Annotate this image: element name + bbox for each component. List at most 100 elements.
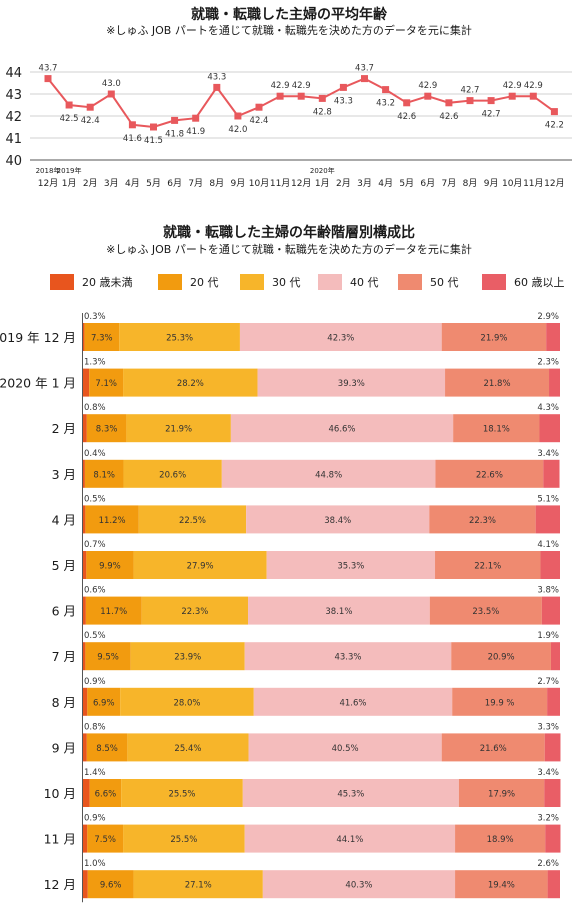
bar-value-label: 0.7% [84,540,106,550]
bar-segment [540,551,560,579]
bar-value-label: 0.6% [84,586,106,596]
data-label: 42.9 [503,81,522,91]
data-point [65,101,73,109]
bar-segment [86,733,128,762]
bar-segment [230,414,454,443]
bar-segment [83,596,86,625]
y-tick-label: 40 [5,154,22,169]
x-tick-label: 10月 [249,178,269,189]
legend-swatch [482,274,506,290]
x-tick-label: 3月 [357,178,372,189]
bar-value-label: 0.8% [84,403,106,413]
bar-segment [120,687,254,716]
bar-value-label: 1.9% [537,631,559,641]
bar-value-label: 2.7% [537,677,559,687]
data-label: 42.5 [60,114,79,124]
bar-value-label: 20.9% [488,653,515,663]
category-label: 8 月 [52,695,76,710]
bar-value-label: 38.1% [325,607,352,617]
bar-value-label: 28.2% [177,379,204,389]
bar-segment [83,368,90,397]
bar-segment [435,459,544,488]
bar-segment [121,779,243,807]
data-point [128,121,136,129]
bar-segment [83,870,88,899]
legend-swatch [398,274,422,290]
bar-segment [86,551,134,579]
data-point [529,92,537,100]
bar-value-label: 35.3% [337,562,364,572]
bar-segment [141,596,249,625]
bar-value-label: 7.3% [91,334,113,344]
x-tick-label: 8月 [463,178,478,189]
bar-segment [453,414,540,443]
bar-segment [547,687,560,716]
data-label: 41.5 [144,136,163,146]
data-point [276,92,284,100]
bar-segment [550,642,560,671]
x-tick-label: 6月 [167,178,182,189]
bar-value-label: 3.8% [537,586,559,596]
data-label: 42.2 [545,121,564,131]
bar-segment [221,459,436,488]
x-tick-label: 11月 [270,178,290,189]
bar-value-label: 39.3% [338,379,365,389]
data-label: 42.9 [271,81,290,91]
bar-value-label: 8.3% [96,425,118,435]
legend-item: 60 歳以上 [482,272,565,292]
bar-value-label: 23.9% [174,653,201,663]
x-year-label: 2020年 [310,166,335,175]
bar-value-label: 21.8% [484,379,511,389]
bar-value-label: 3.2% [537,814,559,824]
bar-value-label: 1.4% [84,768,106,778]
bar-value-label: 21.9% [480,334,507,344]
data-label: 41.9 [186,127,205,137]
bar-value-label: 18.1% [483,425,510,435]
bar-value-label: 1.0% [84,859,106,869]
legend-swatch [318,274,342,290]
data-point [107,90,115,98]
bar-segment [452,687,548,716]
category-label: 9 月 [52,740,76,755]
bar-value-label: 38.4% [324,516,351,526]
bar-segment [543,459,560,488]
bar-segment [83,824,88,853]
bar-value-label: 0.8% [84,722,106,732]
legend-item: 20 歳未満 [50,272,133,292]
data-point [487,97,495,105]
bar-segment [549,368,560,397]
bar-value-label: 6.6% [95,790,117,800]
bar-value-label: 19.9 % [485,698,515,708]
data-label: 42.7 [482,110,501,120]
bar-segment [539,414,560,443]
data-point [213,83,221,91]
bar-value-label: 11.2% [99,516,126,526]
category-label: 12 月 [44,877,76,892]
data-label: 42.6 [397,112,416,122]
data-point [424,92,432,100]
bar-value-label: 40.5% [332,744,359,754]
data-label: 43.2 [376,99,395,109]
bar-segment [445,368,550,397]
bar-value-label: 25.4% [174,744,201,754]
bar-value-label: 22.3% [181,607,208,617]
legend-item: 30 代 [240,272,301,292]
x-tick-label: 7月 [442,178,457,189]
bar-segment [83,642,86,671]
legend-label: 40 代 [350,276,379,289]
data-point [234,112,242,120]
bar-segment [83,323,85,351]
x-tick-label: 11月 [523,178,543,189]
data-point [508,92,516,100]
category-label: 10 月 [44,786,76,801]
y-tick-label: 41 [5,132,22,147]
data-point [192,114,200,122]
data-label: 42.9 [524,81,543,91]
bar-value-label: 0.4% [84,449,106,459]
y-tick-label: 43 [5,88,22,103]
bar-value-label: 0.9% [84,814,106,824]
bar-value-label: 9.5% [97,653,119,663]
bar-value-label: 22.5% [179,516,206,526]
